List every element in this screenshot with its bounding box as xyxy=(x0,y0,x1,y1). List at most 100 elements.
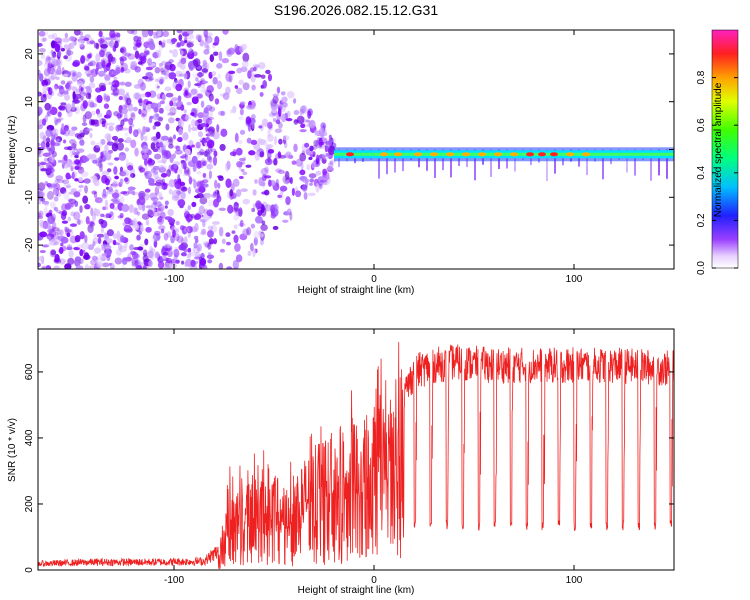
noise-blob xyxy=(107,122,115,126)
noise-blob xyxy=(161,135,169,141)
noise-blob xyxy=(141,108,148,117)
noise-blob xyxy=(50,85,58,93)
noise-blob xyxy=(85,58,90,62)
noise-blob xyxy=(180,191,186,200)
noise-blob xyxy=(94,209,101,217)
transition-blob xyxy=(254,73,262,78)
noise-blob xyxy=(164,247,171,252)
transition-blob xyxy=(242,198,250,205)
noise-blob xyxy=(194,222,199,232)
noise-blob xyxy=(45,128,53,138)
noise-blob xyxy=(40,140,46,149)
transition-blob xyxy=(332,138,336,143)
noise-blob xyxy=(44,102,51,111)
noise-blob xyxy=(207,225,214,231)
noise-blob xyxy=(130,112,136,121)
noise-blob xyxy=(78,176,84,183)
transition-blob xyxy=(303,191,308,200)
transition-blob xyxy=(282,219,289,223)
noise-blob xyxy=(206,139,215,149)
noise-blob xyxy=(124,147,130,152)
noise-blob xyxy=(139,82,146,91)
transition-blob xyxy=(240,43,247,51)
noise-blob xyxy=(190,112,195,116)
noise-blob xyxy=(195,141,201,149)
noise-blob xyxy=(154,66,161,74)
transition-blob xyxy=(264,175,272,179)
noise-blob xyxy=(200,100,205,108)
transition-blob xyxy=(234,44,239,54)
noise-blob xyxy=(106,168,112,173)
noise-blob xyxy=(160,70,167,75)
transition-blob xyxy=(285,151,292,159)
noise-blob xyxy=(162,30,170,38)
noise-blob xyxy=(184,36,188,43)
noise-blob xyxy=(66,184,72,189)
noise-blob xyxy=(126,171,134,180)
noise-blob xyxy=(191,155,198,164)
transition-blob xyxy=(301,178,310,183)
colorbar-label: Normalized spectral amplitude xyxy=(713,82,724,217)
noise-blob xyxy=(80,39,85,44)
noise-blob xyxy=(39,219,45,228)
transition-blob xyxy=(285,196,291,206)
colorbar-tick-label: 0.6 xyxy=(696,118,707,132)
band-streak xyxy=(554,149,556,174)
snr-x-tick-label: 0 xyxy=(371,575,377,586)
transition-blob xyxy=(267,73,273,82)
noise-blob xyxy=(142,113,148,121)
noise-blob xyxy=(197,131,203,138)
noise-blob xyxy=(47,62,53,69)
noise-blob xyxy=(119,212,124,219)
noise-blob xyxy=(124,177,129,182)
noise-blob xyxy=(143,50,148,58)
noise-blob xyxy=(53,116,57,120)
noise-blob xyxy=(102,262,110,268)
noise-blob xyxy=(66,229,72,233)
noise-blob xyxy=(184,89,189,96)
noise-blob xyxy=(166,231,172,238)
transition-blob xyxy=(318,182,323,190)
noise-blob xyxy=(117,88,126,96)
noise-blob xyxy=(72,91,76,100)
noise-blob xyxy=(86,40,90,45)
noise-blob xyxy=(164,200,169,206)
noise-blob xyxy=(84,204,91,210)
transition-blob xyxy=(233,224,238,230)
noise-blob xyxy=(114,40,119,49)
noise-blob xyxy=(87,100,95,107)
noise-blob xyxy=(141,113,146,118)
snr-series xyxy=(38,342,674,570)
noise-blob xyxy=(46,110,51,117)
noise-blob xyxy=(81,122,88,127)
noise-blob xyxy=(67,109,73,118)
transition-blob xyxy=(234,243,241,252)
transition-blob xyxy=(307,110,312,119)
noise-blob xyxy=(142,125,147,135)
noise-blob xyxy=(47,66,56,75)
transition-blob xyxy=(233,234,239,244)
transition-blob xyxy=(235,188,242,197)
transition-blob xyxy=(233,213,239,221)
snr-x-label: Height of straight line (km) xyxy=(298,585,415,596)
noise-blob xyxy=(62,37,70,43)
noise-blob xyxy=(134,66,141,73)
noise-blob xyxy=(169,100,174,107)
noise-blob xyxy=(133,45,138,51)
noise-blob xyxy=(68,159,72,164)
noise-blob xyxy=(100,213,105,218)
noise-blob xyxy=(206,32,213,37)
noise-blob xyxy=(147,157,153,164)
transition-blob xyxy=(299,169,306,176)
noise-blob xyxy=(48,75,56,81)
noise-blob xyxy=(51,213,56,222)
noise-blob xyxy=(155,78,159,83)
transition-blob xyxy=(272,225,279,230)
noise-blob xyxy=(116,142,125,151)
noise-blob xyxy=(194,145,203,150)
noise-blob xyxy=(57,50,62,57)
noise-blob xyxy=(144,238,149,246)
noise-blob xyxy=(176,187,181,196)
noise-blob xyxy=(155,131,161,140)
